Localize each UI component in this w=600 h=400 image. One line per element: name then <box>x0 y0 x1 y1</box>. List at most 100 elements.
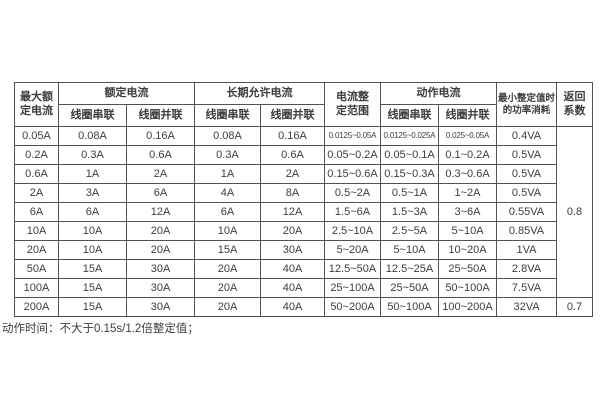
table-cell: 7.5VA <box>496 278 557 298</box>
col-header-longterm-coil-series: 线圈串联 <box>194 104 261 127</box>
table-cell: 6A <box>14 202 59 222</box>
table-cell: 30A <box>260 240 325 260</box>
col-header-action-coil-parallel: 线圈并联 <box>438 104 497 127</box>
table-cell: 1A <box>58 164 127 184</box>
header-sub-row: 线圈串联 线圈并联 线圈串联 线圈并联 线圈串联 线圈并联 <box>15 104 593 127</box>
table-body: 0.05A 0.08A 0.16A 0.08A 0.16A 0.0125~0.05A 0.0… <box>14 126 593 317</box>
col-header-action-coil-series: 线圈串联 <box>380 104 439 127</box>
col-header-action-current-group: 动作电流 <box>380 82 497 105</box>
table-row: 10A 10A 20A 10A 20A 2.5~10A 2.5~5A 5~10A 0.85VA <box>14 221 593 241</box>
table-row: 100A 15A 30A 20A 40A 25~100A 25~50A 50~100A 7.5V… <box>14 278 593 298</box>
table-cell: 2A <box>14 183 59 203</box>
table-cell: 0.85VA <box>496 221 557 241</box>
table-cell: 15A <box>58 259 127 279</box>
table-cell: 12A <box>260 202 325 222</box>
table-cell: 2.5~5A <box>380 221 439 241</box>
table-cell: 0.2A <box>14 145 59 165</box>
table-cell: 40A <box>260 297 325 317</box>
table-cell: 50~100A <box>380 297 439 317</box>
return-coefficient-cell: 0.8 <box>556 126 593 298</box>
table-cell: 10A <box>58 221 127 241</box>
table-cell: 5~10A <box>380 240 439 260</box>
table-cell: 0.08A <box>58 126 127 146</box>
table-cell: 6A <box>58 202 127 222</box>
table-cell: 50A <box>14 259 59 279</box>
table-cell: 0.6A <box>14 164 59 184</box>
table-cell: 0.6A <box>260 145 325 165</box>
col-header-rated-coil-parallel: 线圈并联 <box>126 104 195 127</box>
table-cell: 0.15~0.3A <box>380 164 439 184</box>
col-header-longterm-current-group: 长期允许电流 <box>194 82 325 105</box>
table-cell: 6A <box>194 202 261 222</box>
table-cell: 40A <box>260 259 325 279</box>
table-cell: 12.5~25A <box>380 259 439 279</box>
table-cell: 0.3A <box>194 145 261 165</box>
table-cell: 20A <box>194 297 261 317</box>
table-cell: 10A <box>194 221 261 241</box>
table-cell: 0.025~0.05A <box>438 126 497 146</box>
table-cell: 0.5~1A <box>380 183 439 203</box>
table-cell: 20A <box>126 240 195 260</box>
table-cell: 0.5VA <box>496 164 557 184</box>
table-cell: 0.3~0.6A <box>438 164 497 184</box>
table-cell: 20A <box>194 259 261 279</box>
table-row: 0.05A 0.08A 0.16A 0.08A 0.16A 0.0125~0.05A 0.0… <box>14 126 593 298</box>
table-cell: 0.5VA <box>496 145 557 165</box>
table-cell: 0.05~0.1A <box>380 145 439 165</box>
table-cell: 100~200A <box>438 297 497 317</box>
table-cell: 30A <box>126 297 195 317</box>
table-cell: 25~50A <box>380 278 439 298</box>
table-cell: 20A <box>194 278 261 298</box>
table-cell: 20A <box>14 240 59 260</box>
table-cell: 2A <box>260 164 325 184</box>
table-cell: 50~100A <box>438 278 497 298</box>
table-cell: 10A <box>14 221 59 241</box>
table-cell: 20A <box>260 221 325 241</box>
table-row: 0.6A 1A 2A 1A 2A 0.15~0.6A 0.15~0.3A 0.3~0.6A 0.… <box>14 164 593 184</box>
col-header-setting-range: 电流整 定范围 <box>324 82 381 127</box>
table-cell: 200A <box>14 297 59 317</box>
table-cell: 0.1~0.2A <box>438 145 497 165</box>
table-cell: 1.5~6A <box>324 202 381 222</box>
table-cell: 0.16A <box>126 126 195 146</box>
col-header-rated-coil-series: 线圈串联 <box>58 104 127 127</box>
table-cell: 3A <box>58 183 127 203</box>
table-cell: 0.05A <box>14 126 59 146</box>
table-cell: 15A <box>58 278 127 298</box>
table-cell: 12.5~50A <box>324 259 381 279</box>
table-cell: 5~20A <box>324 240 381 260</box>
relay-spec-table: 最大额 定电流 额定电流 长期允许电流 电流整 定范围 动作电流 最小整定值时 … <box>14 82 593 317</box>
table-cell: 1A <box>194 164 261 184</box>
table-cell: 15A <box>58 297 127 317</box>
action-time-note: 动作时间：不大于0.15s/1.2倍整定值； <box>2 323 199 335</box>
table-cell: 0.6A <box>126 145 195 165</box>
table-cell: 100A <box>14 278 59 298</box>
table-row: 20A 10A 20A 15A 30A 5~20A 5~10A 10~20A 1VA <box>14 240 593 260</box>
table-cell: 30A <box>126 278 195 298</box>
table-row: 6A 6A 12A 6A 12A 1.5~6A 1.5~3A 3~6A 0.55VA <box>14 202 593 222</box>
col-header-return-coefficient: 返回 系数 <box>556 82 593 127</box>
table-cell: 0.5VA <box>496 183 557 203</box>
table-cell: 10~20A <box>438 240 497 260</box>
table-cell: 0.5~2A <box>324 183 381 203</box>
table-cell: 5~10A <box>438 221 497 241</box>
table-cell: 15A <box>194 240 261 260</box>
table-cell: 0.16A <box>260 126 325 146</box>
table-cell: 0.3A <box>58 145 127 165</box>
table-cell: 0.15~0.6A <box>324 164 381 184</box>
table-cell: 50~200A <box>324 297 381 317</box>
table-cell: 25~100A <box>324 278 381 298</box>
table-cell: 0.05~0.2A <box>324 145 381 165</box>
table-header: 最大额 定电流 额定电流 长期允许电流 电流整 定范围 动作电流 最小整定值时 … <box>14 82 593 127</box>
table-cell: 10A <box>58 240 127 260</box>
col-header-longterm-coil-parallel: 线圈并联 <box>260 104 325 127</box>
header-group-row: 最大额 定电流 额定电流 长期允许电流 电流整 定范围 动作电流 最小整定值时 … <box>14 82 593 127</box>
table-cell: 0.08A <box>194 126 261 146</box>
table-cell: 40A <box>260 278 325 298</box>
col-header-rated-current-group: 额定电流 <box>58 82 195 105</box>
return-coefficient-cell: 0.7 <box>556 297 593 317</box>
table-row: 2A 3A 6A 4A 8A 0.5~2A 0.5~1A 1~2A 0.5VA <box>14 183 593 203</box>
table-cell: 25~50A <box>438 259 497 279</box>
table-cell: 0.55VA <box>496 202 557 222</box>
table-cell: 1~2A <box>438 183 497 203</box>
